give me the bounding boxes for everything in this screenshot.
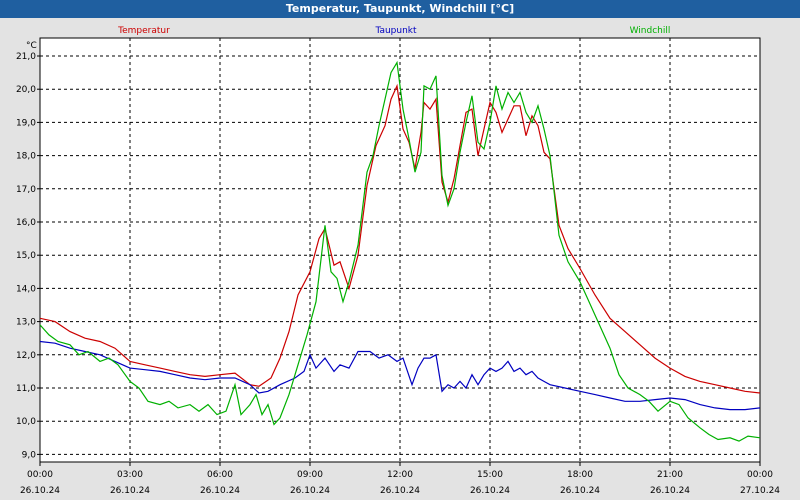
y-tick-label: 19,0 <box>16 118 36 128</box>
y-tick-label: 9,0 <box>22 450 37 460</box>
y-tick-label: 18,0 <box>16 152 36 162</box>
series-line-temperatur <box>40 83 760 394</box>
legend-entry-temperatur: Temperatur <box>117 26 170 36</box>
x-tick-date-label: 26.10.24 <box>200 486 240 496</box>
x-tick-time-label: 00:00 <box>747 470 773 480</box>
series-line-windchill <box>40 60 760 442</box>
x-tick-date-label: 26.10.24 <box>110 486 150 496</box>
x-tick-time-label: 09:00 <box>297 470 323 480</box>
legend-entry-windchill: Windchill <box>630 26 671 36</box>
x-tick-date-label: 26.10.24 <box>470 486 510 496</box>
x-tick-time-label: 06:00 <box>207 470 233 480</box>
x-tick-date-label: 26.10.24 <box>380 486 420 496</box>
y-tick-label: 11,0 <box>16 384 36 394</box>
x-tick-time-label: 15:00 <box>477 470 503 480</box>
series-line-taupunkt <box>40 340 760 411</box>
y-tick-label: 15,0 <box>16 251 36 261</box>
x-tick-time-label: 03:00 <box>117 470 143 480</box>
y-tick-label: 20,0 <box>16 85 36 95</box>
y-tick-label: 12,0 <box>16 351 36 361</box>
x-tick-date-label: 26.10.24 <box>560 486 600 496</box>
y-tick-label: 10,0 <box>16 417 36 427</box>
x-tick-time-label: 12:00 <box>387 470 413 480</box>
y-axis-unit-label: °C <box>26 41 37 51</box>
y-tick-label: 14,0 <box>16 284 36 294</box>
x-tick-date-label: 26.10.24 <box>20 486 60 496</box>
y-tick-label: 16,0 <box>16 218 36 228</box>
chart-title: Temperatur, Taupunkt, Windchill [°C] <box>0 0 800 18</box>
x-tick-date-label: 26.10.24 <box>290 486 330 496</box>
y-tick-label: 17,0 <box>16 185 36 195</box>
legend-entry-taupunkt: Taupunkt <box>374 26 417 36</box>
x-tick-time-label: 21:00 <box>657 470 683 480</box>
x-tick-date-label: 26.10.24 <box>650 486 690 496</box>
y-tick-label: 21,0 <box>16 52 36 62</box>
x-tick-time-label: 00:00 <box>27 470 53 480</box>
x-tick-date-label: 27.10.24 <box>740 486 780 496</box>
y-tick-label: 13,0 <box>16 318 36 328</box>
x-tick-time-label: 18:00 <box>567 470 593 480</box>
